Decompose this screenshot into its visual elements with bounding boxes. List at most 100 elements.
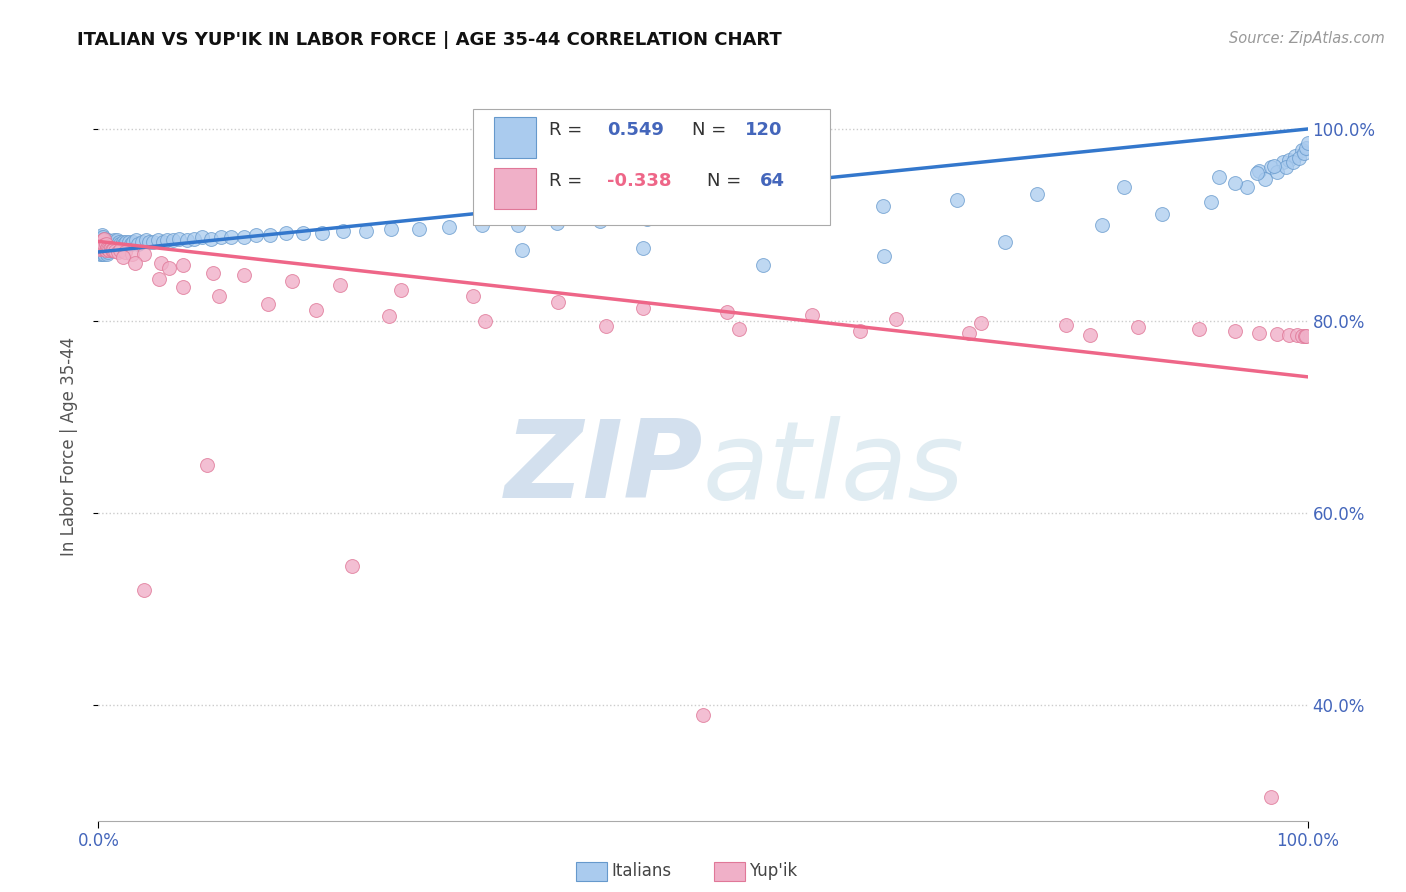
- Point: [91, 242, 114, 256]
- Point: [1295, 141, 1317, 155]
- Point: [1292, 146, 1315, 161]
- Point: [122, 235, 145, 250]
- Point: [408, 222, 430, 236]
- Point: [103, 234, 125, 248]
- Point: [91, 244, 114, 259]
- Point: [232, 229, 254, 244]
- Text: -0.338: -0.338: [607, 172, 672, 190]
- Point: [94, 243, 117, 257]
- Point: [274, 226, 297, 240]
- Text: 120: 120: [745, 121, 783, 139]
- Point: [96, 247, 118, 261]
- Point: [1249, 164, 1271, 178]
- Point: [91, 232, 114, 246]
- Point: [1260, 161, 1282, 175]
- Point: [172, 280, 194, 294]
- Point: [90, 241, 112, 255]
- Point: [631, 241, 654, 255]
- Point: [118, 235, 141, 250]
- Point: [1267, 326, 1289, 341]
- Point: [98, 243, 121, 257]
- Point: [91, 241, 114, 255]
- Point: [1272, 154, 1295, 169]
- Text: Italians: Italians: [612, 863, 672, 880]
- Point: [89, 237, 111, 252]
- Point: [91, 235, 114, 250]
- Point: [744, 206, 766, 220]
- Point: [195, 458, 218, 473]
- Point: [91, 239, 114, 253]
- Point: [354, 224, 377, 238]
- Point: [90, 235, 112, 250]
- Point: [1054, 318, 1077, 332]
- Point: [1267, 165, 1289, 179]
- Point: [110, 239, 132, 253]
- Point: [1152, 206, 1174, 220]
- Point: [970, 316, 993, 330]
- Point: [111, 235, 134, 250]
- Point: [380, 222, 402, 236]
- Point: [172, 259, 194, 273]
- Point: [105, 239, 128, 253]
- Point: [546, 216, 568, 230]
- Point: [183, 231, 205, 245]
- Point: [108, 237, 131, 252]
- Point: [1263, 159, 1285, 173]
- Point: [98, 243, 121, 257]
- Point: [97, 242, 120, 256]
- Point: [91, 229, 114, 244]
- Point: [1291, 328, 1313, 343]
- Point: [176, 234, 198, 248]
- FancyBboxPatch shape: [474, 109, 830, 225]
- Point: [471, 218, 494, 232]
- Point: [100, 243, 122, 257]
- Point: [94, 244, 117, 259]
- Point: [100, 241, 122, 255]
- Text: R =: R =: [550, 121, 582, 139]
- Point: [1278, 153, 1301, 167]
- Point: [202, 266, 225, 280]
- Point: [1025, 187, 1047, 202]
- Point: [100, 241, 122, 255]
- Point: [692, 708, 714, 723]
- Point: [849, 324, 872, 338]
- Point: [107, 237, 129, 252]
- Point: [1254, 172, 1277, 186]
- Text: Yup'ik: Yup'ik: [749, 863, 797, 880]
- Point: [120, 237, 142, 252]
- Point: [1249, 326, 1271, 340]
- Point: [96, 241, 118, 255]
- Point: [1199, 194, 1222, 209]
- Point: [806, 202, 828, 217]
- Point: [107, 244, 129, 259]
- Point: [89, 237, 111, 252]
- Point: [311, 226, 333, 240]
- Point: [1091, 218, 1114, 232]
- Point: [873, 249, 896, 263]
- Point: [96, 235, 118, 250]
- Point: [127, 237, 149, 252]
- Point: [114, 244, 136, 259]
- Point: [389, 284, 412, 298]
- Point: [93, 231, 115, 245]
- Point: [305, 302, 328, 317]
- Point: [209, 229, 232, 244]
- Point: [93, 247, 115, 261]
- Point: [101, 235, 124, 250]
- Point: [332, 224, 354, 238]
- Point: [1223, 176, 1246, 190]
- Point: [1284, 149, 1306, 163]
- Point: [96, 241, 118, 255]
- Point: [872, 199, 894, 213]
- Text: atlas: atlas: [703, 416, 965, 521]
- Point: [716, 304, 738, 318]
- Point: [631, 301, 654, 315]
- Text: 0.549: 0.549: [607, 121, 665, 139]
- Point: [94, 239, 117, 253]
- Point: [91, 235, 114, 249]
- Point: [886, 312, 908, 326]
- Point: [91, 237, 114, 252]
- Point: [142, 235, 165, 250]
- Text: 64: 64: [759, 172, 785, 190]
- Point: [90, 241, 112, 255]
